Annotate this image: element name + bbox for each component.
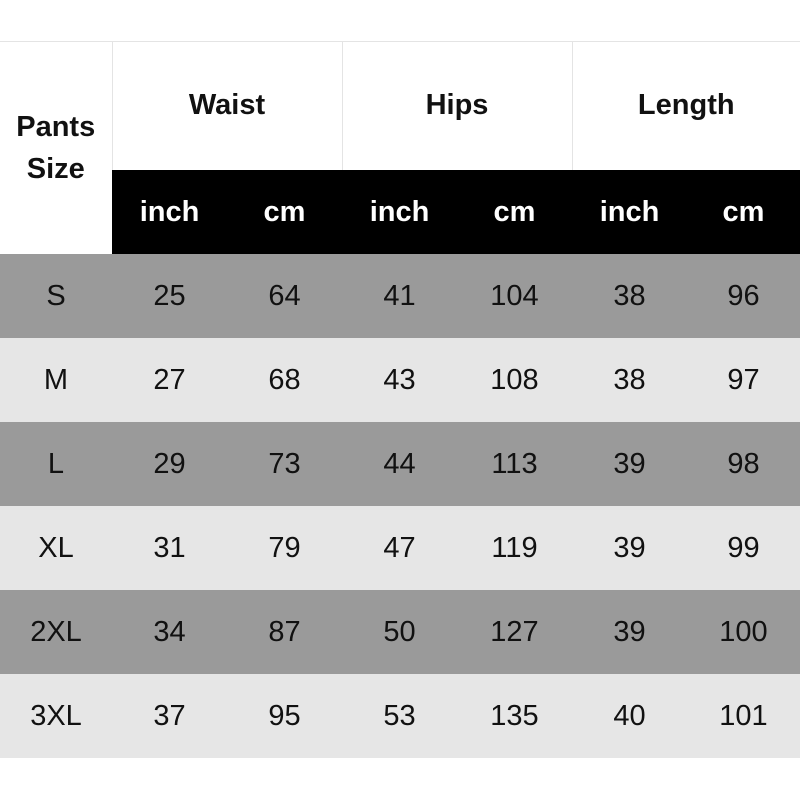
table-row: XL 31 79 47 119 39 99 xyxy=(0,506,800,590)
size-cell: M xyxy=(0,338,112,422)
value-cell: 29 xyxy=(112,422,227,506)
value-cell: 95 xyxy=(227,674,342,758)
unit-header: inch xyxy=(572,170,687,254)
hips-header: Hips xyxy=(341,41,572,170)
value-cell: 37 xyxy=(112,674,227,758)
value-cell: 39 xyxy=(572,422,687,506)
value-cell: 53 xyxy=(342,674,457,758)
value-cell: 97 xyxy=(687,338,800,422)
value-cell: 113 xyxy=(457,422,572,506)
table-row: S 25 64 41 104 38 96 xyxy=(0,254,800,338)
waist-header: Waist xyxy=(111,41,342,170)
value-cell: 101 xyxy=(687,674,800,758)
unit-header-row: inch cm inch cm inch cm xyxy=(0,170,800,254)
value-cell: 44 xyxy=(342,422,457,506)
pants-size-label-line2: Size xyxy=(26,153,85,185)
value-cell: 40 xyxy=(572,674,687,758)
value-cell: 79 xyxy=(227,506,342,590)
size-cell: 2XL xyxy=(0,590,112,674)
value-cell: 41 xyxy=(342,254,457,338)
unit-header: cm xyxy=(687,170,800,254)
size-chart-table: Pants Size Waist Hips Length inch cm inc… xyxy=(0,41,800,758)
value-cell: 39 xyxy=(572,590,687,674)
pants-size-header: Pants Size xyxy=(0,41,112,254)
table-row: 3XL 37 95 53 135 40 101 xyxy=(0,674,800,758)
value-cell: 50 xyxy=(342,590,457,674)
value-cell: 98 xyxy=(687,422,800,506)
value-cell: 25 xyxy=(112,254,227,338)
table-row: M 27 68 43 108 38 97 xyxy=(0,338,800,422)
value-cell: 34 xyxy=(112,590,227,674)
value-cell: 104 xyxy=(457,254,572,338)
value-cell: 27 xyxy=(112,338,227,422)
table-row: 2XL 34 87 50 127 39 100 xyxy=(0,590,800,674)
value-cell: 99 xyxy=(687,506,800,590)
unit-header: cm xyxy=(227,170,342,254)
value-cell: 64 xyxy=(227,254,342,338)
value-cell: 68 xyxy=(227,338,342,422)
value-cell: 119 xyxy=(457,506,572,590)
value-cell: 47 xyxy=(342,506,457,590)
table-row: L 29 73 44 113 39 98 xyxy=(0,422,800,506)
value-cell: 96 xyxy=(687,254,800,338)
value-cell: 87 xyxy=(227,590,342,674)
value-cell: 100 xyxy=(687,590,800,674)
unit-header: inch xyxy=(112,170,227,254)
value-cell: 73 xyxy=(227,422,342,506)
size-cell: XL xyxy=(0,506,112,590)
group-header-row: Pants Size Waist Hips Length xyxy=(0,41,800,254)
unit-header: inch xyxy=(342,170,457,254)
size-cell: L xyxy=(0,422,112,506)
value-cell: 43 xyxy=(342,338,457,422)
value-cell: 39 xyxy=(572,506,687,590)
value-cell: 31 xyxy=(112,506,227,590)
pants-size-label-line1: Pants xyxy=(16,111,96,143)
value-cell: 135 xyxy=(457,674,572,758)
length-header: Length xyxy=(571,41,800,170)
size-cell: S xyxy=(0,254,112,338)
unit-header: cm xyxy=(457,170,572,254)
value-cell: 108 xyxy=(457,338,572,422)
value-cell: 127 xyxy=(457,590,572,674)
size-cell: 3XL xyxy=(0,674,112,758)
value-cell: 38 xyxy=(572,254,687,338)
value-cell: 38 xyxy=(572,338,687,422)
